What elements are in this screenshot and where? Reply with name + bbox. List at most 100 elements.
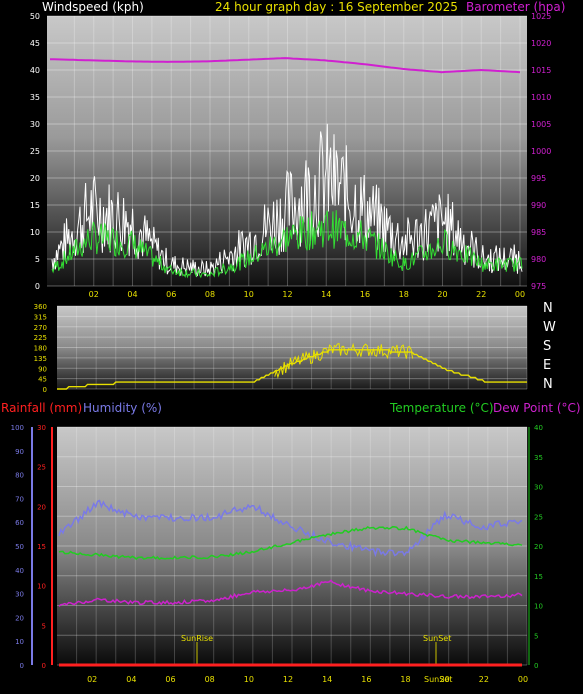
rain-tick: 30 bbox=[37, 424, 46, 432]
compass-letter: N bbox=[543, 301, 553, 316]
humidity-tick: 90 bbox=[15, 448, 24, 456]
humidity-axis: 0 10 20 30 40 50 60 70 80 90 100 bbox=[11, 424, 24, 670]
barometer-tick: 1000 bbox=[531, 147, 551, 156]
wind-x-tick: 08 bbox=[205, 290, 215, 299]
compass-letter: N bbox=[543, 377, 553, 392]
windspeed-tick: 50 bbox=[30, 12, 40, 21]
direction-tick: 180 bbox=[34, 345, 47, 353]
direction-tick: 0 bbox=[43, 386, 47, 394]
windspeed-tick: 0 bbox=[35, 282, 40, 291]
climate-x-tick: 22 bbox=[479, 675, 489, 684]
barometer-tick: 985 bbox=[531, 228, 546, 237]
climate-x-tick: 04 bbox=[126, 675, 136, 684]
barometer-tick: 1015 bbox=[531, 66, 551, 75]
rain-axis: 0 5 10 15 20 25 30 bbox=[37, 424, 46, 670]
windspeed-tick: 20 bbox=[30, 174, 40, 183]
climate-x-tick: 10 bbox=[244, 675, 254, 684]
humidity-tick: 40 bbox=[15, 567, 24, 575]
direction-series bbox=[57, 342, 527, 390]
climate-series bbox=[58, 499, 523, 667]
humidity-line bbox=[58, 499, 523, 558]
climate-plot-area bbox=[57, 427, 527, 665]
humidity-label: Humidity (%) bbox=[83, 401, 162, 415]
temperature-line bbox=[58, 525, 523, 561]
sunset-bottom-label: SunSet bbox=[424, 675, 452, 684]
windspeed-tick: 15 bbox=[30, 201, 40, 210]
barometer-line bbox=[49, 57, 521, 74]
climate-x-tick: 08 bbox=[205, 675, 215, 684]
humidity-tick: 20 bbox=[15, 614, 24, 622]
wind-x-tick: 02 bbox=[89, 290, 99, 299]
rain-tick: 25 bbox=[37, 464, 46, 472]
windspeed-tick: 40 bbox=[30, 66, 40, 75]
barometer-tick: 975 bbox=[531, 282, 546, 291]
wind-x-tick: 20 bbox=[437, 290, 447, 299]
temperature-tick: 15 bbox=[534, 573, 543, 581]
compass-letter: W bbox=[543, 320, 556, 335]
wind-x-tick: 16 bbox=[360, 290, 370, 299]
wind-x-tick: 10 bbox=[244, 290, 254, 299]
wind-series bbox=[49, 57, 523, 279]
temperature-tick: 30 bbox=[534, 484, 543, 492]
windspeed-label: Windspeed (kph) bbox=[42, 0, 144, 14]
temperature-tick: 5 bbox=[534, 632, 538, 640]
climate-x-tick: 20 bbox=[440, 675, 450, 684]
direction-grid bbox=[57, 305, 528, 390]
barometer-tick: 980 bbox=[531, 255, 546, 264]
rain-tick: 15 bbox=[37, 543, 46, 551]
direction-axis: 0 45 90 135 180 225 270 315 360 bbox=[34, 303, 47, 394]
barometer-tick: 1025 bbox=[531, 12, 551, 21]
humidity-tick: 50 bbox=[15, 543, 24, 551]
dewpoint-line bbox=[58, 579, 523, 607]
windspeed-axis: 0 5 10 15 20 25 30 35 40 45 50 bbox=[30, 12, 40, 291]
windspeed-tick: 45 bbox=[30, 39, 40, 48]
wind-x-tick: 14 bbox=[321, 290, 331, 299]
humidity-tick: 30 bbox=[15, 591, 24, 599]
sunrise-label: SunRise bbox=[181, 634, 213, 643]
rain-tick: 20 bbox=[37, 503, 46, 511]
windspeed-tick: 10 bbox=[30, 228, 40, 237]
climate-x-tick: 16 bbox=[361, 675, 371, 684]
sun-markers: SunRise SunSet SunSet bbox=[181, 634, 452, 684]
climate-x-tick: 00 bbox=[518, 675, 528, 684]
compass-letter: S bbox=[543, 339, 551, 354]
windspeed-tick: 25 bbox=[30, 147, 40, 156]
windspeed-tick: 5 bbox=[35, 255, 40, 264]
windspeed-tick: 35 bbox=[30, 93, 40, 102]
direction-gust-line bbox=[274, 342, 414, 379]
windspeed-tick: 30 bbox=[30, 120, 40, 129]
temperature-tick: 10 bbox=[534, 603, 543, 611]
humidity-tick: 10 bbox=[15, 638, 24, 646]
temperature-label: Temperature (°C) bbox=[389, 401, 494, 415]
temperature-tick: 25 bbox=[534, 513, 543, 521]
humidity-tick: 80 bbox=[15, 472, 24, 480]
wind-x-tick: 06 bbox=[166, 290, 176, 299]
wind-x-tick: 18 bbox=[399, 290, 409, 299]
wind-x-tick: 12 bbox=[282, 290, 292, 299]
climate-x-tick: 18 bbox=[400, 675, 410, 684]
barometer-tick: 995 bbox=[531, 174, 546, 183]
humidity-tick: 60 bbox=[15, 519, 24, 527]
direction-tick: 315 bbox=[34, 313, 47, 321]
temperature-tick: 20 bbox=[534, 543, 543, 551]
barometer-tick: 1020 bbox=[531, 39, 551, 48]
temperature-tick: 35 bbox=[534, 454, 543, 462]
wind-time-axis: 02 04 06 08 10 12 14 16 18 20 22 00 bbox=[89, 290, 525, 299]
climate-x-tick: 02 bbox=[87, 675, 97, 684]
barometer-label: Barometer (hpa) bbox=[466, 0, 565, 14]
rain-tick: 10 bbox=[37, 583, 46, 591]
wind-gust-line bbox=[51, 123, 523, 278]
compass-letter: E bbox=[543, 358, 551, 373]
temperature-axis: 0 5 10 15 20 25 30 35 40 bbox=[534, 424, 543, 670]
direction-plot-area bbox=[57, 306, 527, 389]
climate-x-tick: 06 bbox=[165, 675, 175, 684]
climate-x-tick: 12 bbox=[283, 675, 293, 684]
rainfall-label: Rainfall (mm) bbox=[1, 401, 82, 415]
wind-x-tick: 00 bbox=[515, 290, 525, 299]
direction-tick: 360 bbox=[34, 303, 47, 311]
rain-tick: 5 bbox=[42, 622, 46, 630]
climate-x-tick: 14 bbox=[322, 675, 332, 684]
wind-x-tick: 04 bbox=[127, 290, 137, 299]
